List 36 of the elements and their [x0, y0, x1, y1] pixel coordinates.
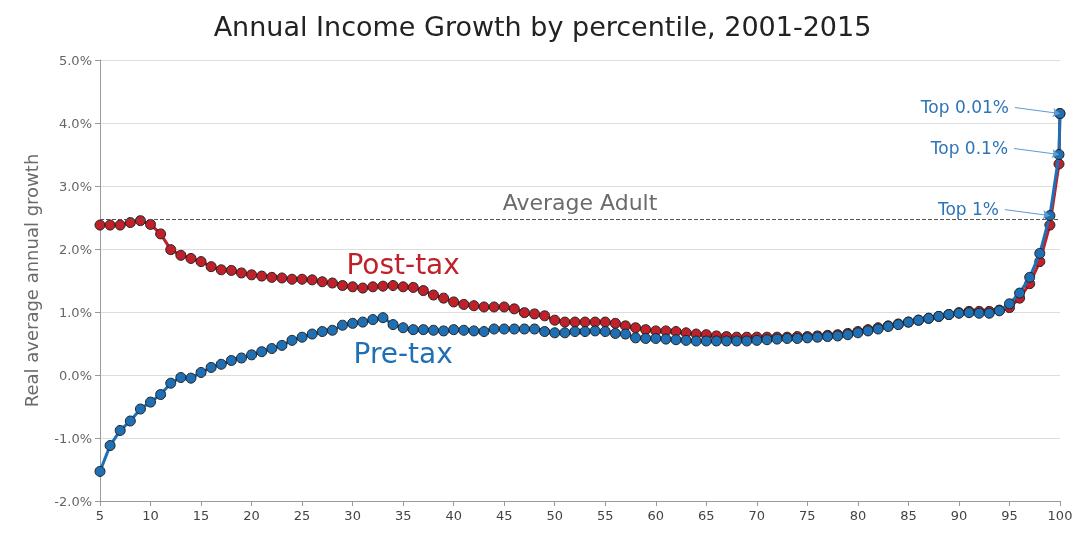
x-tick-label: 85 [900, 508, 917, 523]
y-tick-label: 1.0% [58, 304, 92, 320]
x-tick-label: 60 [647, 508, 665, 523]
annotation: Top 0.1% [929, 137, 1009, 158]
x-tick-label: 10 [142, 508, 159, 523]
x-tick-label: 65 [698, 508, 715, 523]
y-tick-label: 3.0% [58, 178, 92, 194]
x-tick-label: 100 [1047, 508, 1073, 523]
x-tick-label: 15 [192, 508, 210, 523]
x-tick-label: 95 [1001, 508, 1018, 523]
x-tick-label: 20 [243, 508, 260, 523]
annotation: Top 0.01% [919, 96, 1009, 117]
y-tick-label: -2.0% [54, 493, 92, 509]
x-tick-label: 5 [95, 508, 105, 523]
x-tick-label: 70 [748, 508, 766, 523]
x-tick-label: 55 [596, 508, 614, 523]
x-tick-label: 75 [799, 508, 816, 523]
series-label: Post-tax [346, 248, 460, 282]
series-label: Pre-tax [353, 337, 453, 371]
x-tick-label: 50 [546, 508, 564, 523]
y-tick-label: 0.0% [58, 367, 92, 383]
x-tick-label: 30 [344, 508, 361, 523]
y-tick-label: -1.0% [54, 430, 92, 446]
x-tick-label: 35 [394, 508, 412, 523]
annotation: Top 1% [936, 198, 999, 219]
ref-line-label: Average Adult [502, 189, 658, 215]
y-axis-title: Real average annual growth [20, 153, 42, 408]
x-tick-label: 90 [950, 508, 968, 523]
x-tick-label: 80 [849, 508, 867, 523]
x-tick-label: 40 [445, 508, 462, 523]
y-tick-label: 4.0% [58, 115, 92, 131]
x-tick-label: 25 [293, 508, 311, 523]
x-tick-label: 45 [495, 508, 513, 523]
y-tick-label: 5.0% [58, 52, 92, 68]
chart-title: Annual Income Growth by percentile, 2001-2015 [213, 11, 872, 42]
y-tick-label: 2.0% [58, 241, 92, 257]
